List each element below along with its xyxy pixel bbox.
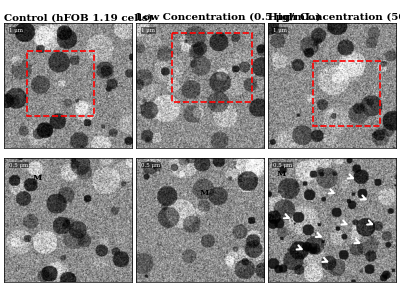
Text: 0.5 μm: 0.5 μm xyxy=(9,163,28,168)
Text: 0.5 μm: 0.5 μm xyxy=(141,163,160,168)
Text: M: M xyxy=(200,189,209,197)
Bar xyxy=(27,51,94,115)
Text: Low Concentration (0.5 μg/mL.): Low Concentration (0.5 μg/mL.) xyxy=(136,13,321,22)
Text: 1 μm: 1 μm xyxy=(273,28,287,33)
Bar xyxy=(313,61,380,126)
Text: 1 μm: 1 μm xyxy=(9,28,23,33)
Text: High Concentration (50.0 μg/mL.): High Concentration (50.0 μg/mL.) xyxy=(268,13,400,22)
Text: 0.5 μm: 0.5 μm xyxy=(273,163,292,168)
Text: Control (hFOB 1.19 cells): Control (hFOB 1.19 cells) xyxy=(4,13,153,22)
Text: 1 μm: 1 μm xyxy=(141,28,155,33)
Text: M: M xyxy=(277,170,286,178)
Text: M: M xyxy=(32,174,42,182)
Bar xyxy=(172,33,252,102)
